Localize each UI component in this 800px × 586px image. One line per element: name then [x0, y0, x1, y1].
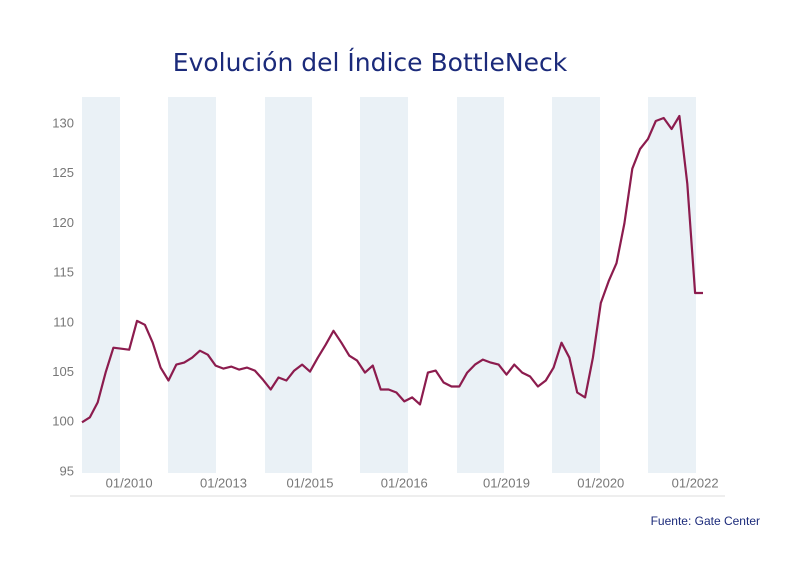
x-tick-label: 01/2010 [106, 475, 153, 490]
y-tick-label: 95 [60, 463, 74, 478]
y-tick-label: 100 [52, 414, 74, 429]
source: Fuente: Gate Center [651, 514, 760, 528]
data-line [81, 114, 703, 424]
x-tick-label: 01/2013 [200, 475, 247, 490]
y-tick-label: 130 [52, 115, 74, 130]
y-tick-label: 110 [53, 314, 74, 329]
y-tick-label: 115 [53, 265, 74, 280]
y-tick-label: 125 [52, 165, 74, 180]
y-tick-label: 120 [52, 215, 74, 230]
shaded-bands [82, 97, 696, 473]
chart-title: Evolución del Índice BottleNeck [173, 48, 568, 77]
x-tick-label: 01/2019 [483, 475, 530, 490]
x-tick-label: 01/2022 [672, 475, 719, 490]
x-tick-label: 01/2016 [381, 475, 428, 490]
y-tick-label: 105 [52, 364, 74, 379]
x-tick-label: 01/2020 [577, 475, 624, 490]
x-tick-label: 01/2015 [286, 475, 333, 490]
